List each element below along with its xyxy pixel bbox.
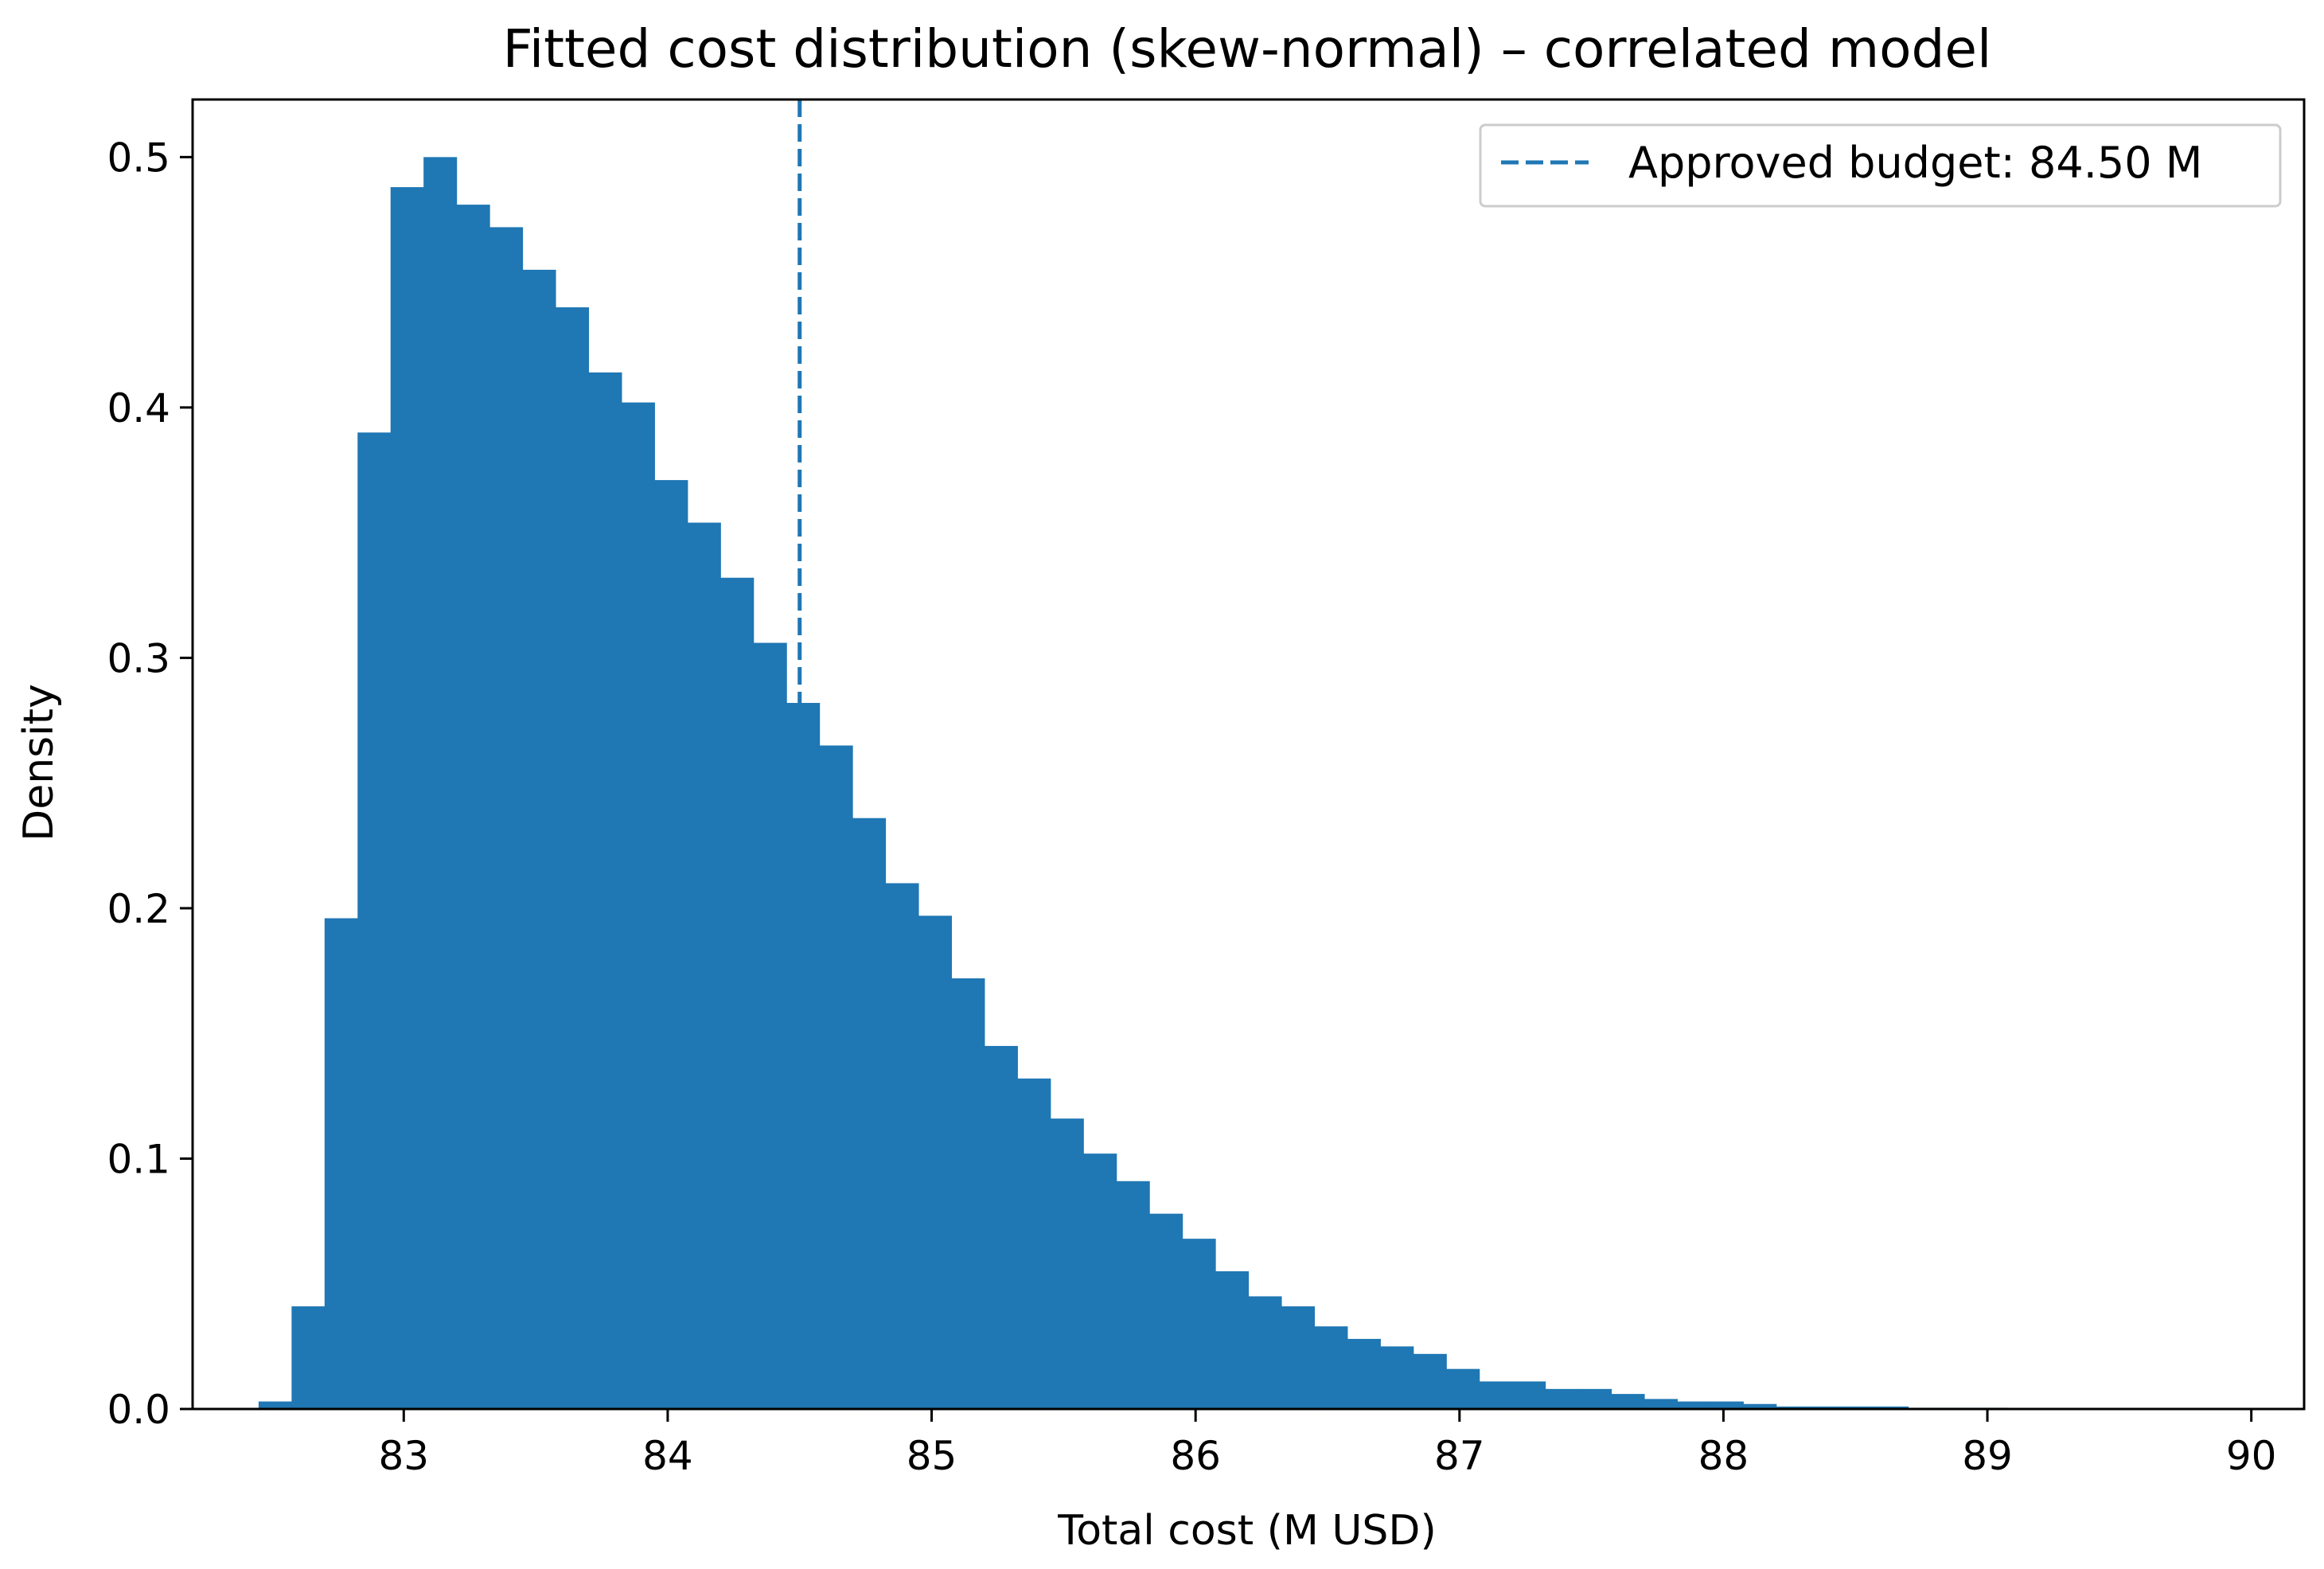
y-tick-label: 0.3 <box>107 635 170 681</box>
x-tick-label: 83 <box>378 1433 429 1479</box>
histogram-bar <box>885 883 919 1409</box>
histogram-bar <box>258 1401 292 1409</box>
histogram-bar <box>1545 1388 1579 1409</box>
histogram-bar <box>1644 1399 1678 1409</box>
histogram-bar <box>456 205 490 1409</box>
histogram-bar <box>555 307 590 1410</box>
x-tick-label: 90 <box>2226 1433 2277 1479</box>
histogram-bar <box>1083 1153 1117 1409</box>
histogram-bar <box>1050 1118 1084 1409</box>
x-tick-label: 86 <box>1170 1433 1221 1479</box>
histogram-bar <box>588 372 622 1410</box>
histogram-bar <box>291 1306 326 1409</box>
histogram-bar <box>489 227 524 1409</box>
histogram-bar <box>1809 1406 1843 1409</box>
x-axis-label: Total cost (M USD) <box>1057 1507 1436 1555</box>
histogram-bar <box>1743 1403 1777 1409</box>
histogram-bar <box>1182 1239 1216 1409</box>
histogram-bar <box>1710 1401 1744 1409</box>
histogram-bar <box>984 1045 1018 1409</box>
histogram-bar <box>1215 1271 1250 1409</box>
histogram-bar <box>1677 1401 1711 1409</box>
y-tick-label: 0.4 <box>107 385 170 431</box>
histogram-bar <box>621 402 655 1410</box>
y-tick-label: 0.0 <box>107 1387 170 1433</box>
histogram-bar <box>1413 1353 1447 1409</box>
legend-label: Approved budget: 84.50 M <box>1628 138 2202 188</box>
histogram-bar <box>1875 1406 1909 1409</box>
y-axis-label: Density <box>15 684 63 841</box>
histogram-bar <box>1281 1306 1316 1409</box>
histogram-bar <box>1512 1381 1546 1409</box>
legend-box <box>1479 123 2282 208</box>
histogram-bar <box>1578 1388 1612 1409</box>
histogram-bar <box>324 918 358 1409</box>
histogram-bar <box>1479 1381 1513 1409</box>
histogram-bar <box>819 745 853 1409</box>
histogram-bar <box>951 978 985 1409</box>
histogram-bar <box>1017 1078 1051 1409</box>
histogram-bar <box>1380 1346 1414 1409</box>
histogram-bar <box>1446 1368 1480 1409</box>
histogram-bar <box>522 269 556 1409</box>
histogram-bar <box>1776 1406 1810 1409</box>
x-tick-label: 88 <box>1698 1433 1749 1479</box>
histogram-bar <box>753 642 787 1409</box>
histogram-bar <box>423 157 458 1409</box>
histogram-bar <box>1842 1406 1876 1409</box>
histogram-bar <box>720 577 755 1409</box>
histogram-bar <box>1314 1326 1348 1409</box>
histogram-bar <box>1116 1181 1150 1409</box>
y-tick-label: 0.2 <box>107 886 170 932</box>
chart-title: Fitted cost distribution (skew-normal) –… <box>503 18 1992 80</box>
plot-frame <box>191 98 2306 1411</box>
y-tick-label: 0.1 <box>107 1136 170 1182</box>
legend: Approved budget: 84.50 M <box>1479 123 2282 208</box>
histogram-bar <box>390 187 424 1409</box>
histogram-bar <box>1611 1394 1645 1409</box>
histogram-bar <box>357 432 392 1410</box>
histogram-bar <box>918 915 953 1409</box>
histogram-bar <box>852 818 887 1409</box>
histogram-bar <box>1347 1338 1381 1409</box>
histogram-bar <box>654 480 688 1410</box>
x-tick-label: 84 <box>642 1433 693 1479</box>
histogram-bar <box>786 703 821 1409</box>
x-tick-label: 85 <box>907 1433 957 1479</box>
x-tick-label: 87 <box>1434 1433 1485 1479</box>
x-tick-label: 89 <box>1962 1433 2013 1479</box>
histogram-bar <box>1149 1213 1183 1409</box>
y-tick-label: 0.5 <box>107 135 170 181</box>
histogram-bar <box>1248 1296 1282 1409</box>
histogram-bar <box>687 522 721 1409</box>
